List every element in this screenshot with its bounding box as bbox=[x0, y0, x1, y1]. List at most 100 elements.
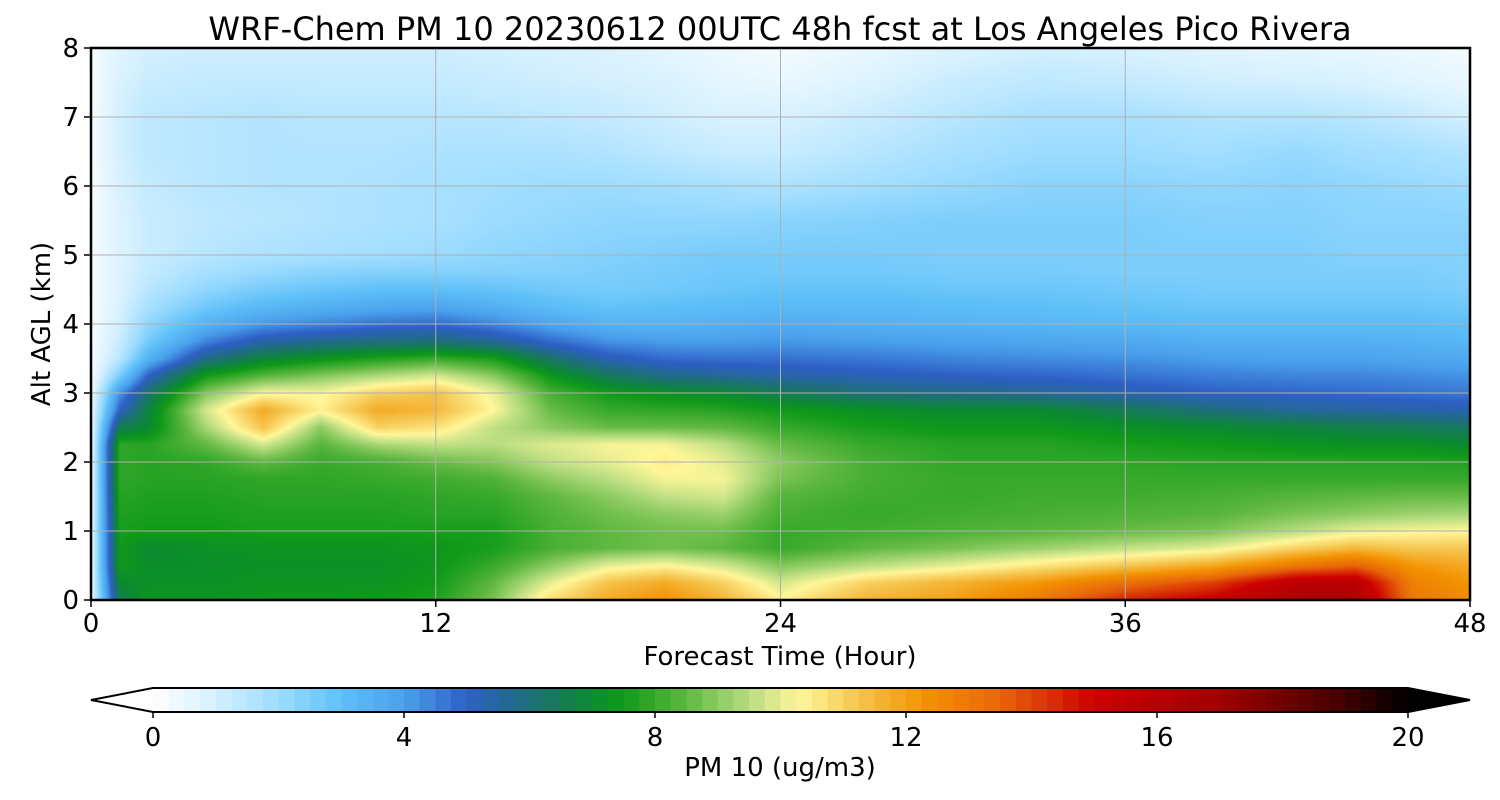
colorbar-tick-label: 4 bbox=[396, 723, 413, 753]
colorbar-segment bbox=[1298, 688, 1315, 712]
colorbar-segment bbox=[1094, 688, 1111, 712]
colorbar-segment bbox=[309, 688, 327, 712]
colorbar-segment bbox=[733, 688, 750, 712]
colorbar-segment bbox=[262, 688, 280, 712]
colorbar-segment bbox=[341, 688, 358, 712]
colorbar-segment bbox=[1282, 688, 1299, 712]
colorbar-segment bbox=[1157, 688, 1174, 712]
colorbar-segment bbox=[168, 688, 185, 712]
colorbar-segment bbox=[498, 688, 515, 712]
colorbar-segment bbox=[1188, 688, 1205, 712]
y-tick-label: 6 bbox=[62, 172, 79, 202]
colorbar-segment bbox=[749, 688, 766, 712]
colorbar-segment bbox=[325, 688, 342, 712]
colorbar-segment bbox=[686, 688, 703, 712]
colorbar-segment bbox=[1329, 688, 1346, 712]
colorbar-segment bbox=[576, 688, 593, 712]
colorbar-segment bbox=[780, 688, 797, 712]
colorbar-segment bbox=[560, 688, 578, 712]
colorbar-segment bbox=[890, 688, 907, 712]
colorbar-extend-high bbox=[1408, 688, 1470, 712]
x-tick-label: 24 bbox=[764, 609, 797, 639]
colorbar-segment bbox=[451, 688, 468, 712]
colorbar-tick-label: 0 bbox=[145, 723, 162, 753]
colorbar-segment bbox=[1109, 688, 1127, 712]
colorbar-segment bbox=[435, 688, 452, 712]
colorbar-segment bbox=[1062, 688, 1080, 712]
colorbar bbox=[90, 687, 1471, 713]
colorbar-segment bbox=[1392, 688, 1409, 712]
colorbar-segment bbox=[372, 688, 389, 712]
colorbar-segment bbox=[623, 688, 640, 712]
colorbar-segment bbox=[1204, 688, 1221, 712]
colorbar-segment bbox=[592, 688, 609, 712]
colorbar-segment bbox=[419, 688, 436, 712]
colorbar-segment bbox=[1251, 688, 1268, 712]
colorbar-tick-label: 8 bbox=[647, 723, 664, 753]
x-axis-label: Forecast Time (Hour) bbox=[643, 642, 916, 672]
colorbar-segment bbox=[1376, 688, 1393, 712]
colorbar-segment bbox=[655, 688, 672, 712]
colorbar-segment bbox=[1235, 688, 1252, 712]
colorbar-segment bbox=[843, 688, 860, 712]
colorbar-segment bbox=[247, 688, 264, 712]
grid-lines bbox=[91, 48, 1470, 600]
colorbar-segment bbox=[545, 688, 562, 712]
colorbar-segment bbox=[1047, 688, 1064, 712]
colorbar-segment bbox=[670, 688, 687, 712]
colorbar-segment bbox=[215, 688, 233, 712]
colorbar-segment bbox=[482, 688, 499, 712]
y-tick-label: 2 bbox=[62, 448, 79, 478]
colorbar-segment bbox=[466, 688, 484, 712]
y-axis-ticks: 0 1 2 3 4 5 6 7 8 bbox=[62, 34, 91, 616]
colorbar-segment bbox=[1219, 688, 1237, 712]
colorbar-segment bbox=[874, 688, 891, 712]
colorbar-segment bbox=[153, 688, 170, 712]
colorbar-segment bbox=[764, 688, 782, 712]
colorbar-segment bbox=[294, 688, 311, 712]
x-tick-label: 12 bbox=[419, 609, 452, 639]
colorbar-segment bbox=[1345, 688, 1362, 712]
colorbar-tick-label: 20 bbox=[1391, 723, 1424, 753]
colorbar-segment bbox=[1266, 688, 1284, 712]
x-tick-label: 0 bbox=[83, 609, 100, 639]
colorbar-segment bbox=[278, 688, 295, 712]
colorbar-segment bbox=[968, 688, 986, 712]
colorbar-segment bbox=[200, 688, 217, 712]
colorbar-tick-label: 16 bbox=[1140, 723, 1173, 753]
colorbar-segment bbox=[184, 688, 201, 712]
x-axis-ticks: 0 12 24 36 48 bbox=[83, 600, 1487, 639]
colorbar-segment bbox=[1360, 688, 1378, 712]
colorbar-extend-low bbox=[91, 688, 153, 712]
colorbar-label: PM 10 (ug/m3) bbox=[684, 753, 876, 783]
y-tick-label: 1 bbox=[62, 517, 79, 547]
colorbar-segment bbox=[858, 688, 876, 712]
colorbar-segment bbox=[796, 688, 813, 712]
colorbar-segment bbox=[1313, 688, 1331, 712]
colorbar-segment bbox=[937, 688, 954, 712]
colorbar-segment bbox=[404, 688, 421, 712]
chart-title: WRF-Chem PM 10 20230612 00UTC 48h fcst a… bbox=[208, 10, 1351, 48]
y-tick-label: 8 bbox=[62, 34, 79, 64]
colorbar-tick-label: 12 bbox=[889, 723, 922, 753]
y-tick-label: 0 bbox=[62, 586, 79, 616]
colorbar-segment bbox=[717, 688, 735, 712]
colorbar-segment bbox=[921, 688, 938, 712]
x-tick-label: 48 bbox=[1453, 609, 1486, 639]
colorbar-segment bbox=[1172, 688, 1189, 712]
colorbar-segment bbox=[607, 688, 625, 712]
colorbar-segment bbox=[953, 688, 970, 712]
colorbar-segment bbox=[1000, 688, 1017, 712]
y-tick-label: 3 bbox=[62, 379, 79, 409]
colorbar-segment bbox=[388, 688, 405, 712]
colorbar-segment bbox=[356, 688, 374, 712]
x-tick-label: 36 bbox=[1109, 609, 1142, 639]
colorbar-segment bbox=[827, 688, 844, 712]
colorbar-segment bbox=[906, 688, 923, 712]
colorbar-segment bbox=[1078, 688, 1095, 712]
y-tick-label: 7 bbox=[62, 103, 79, 133]
colorbar-segment bbox=[1141, 688, 1158, 712]
colorbar-segment bbox=[702, 688, 719, 712]
colorbar-segment bbox=[1015, 688, 1033, 712]
